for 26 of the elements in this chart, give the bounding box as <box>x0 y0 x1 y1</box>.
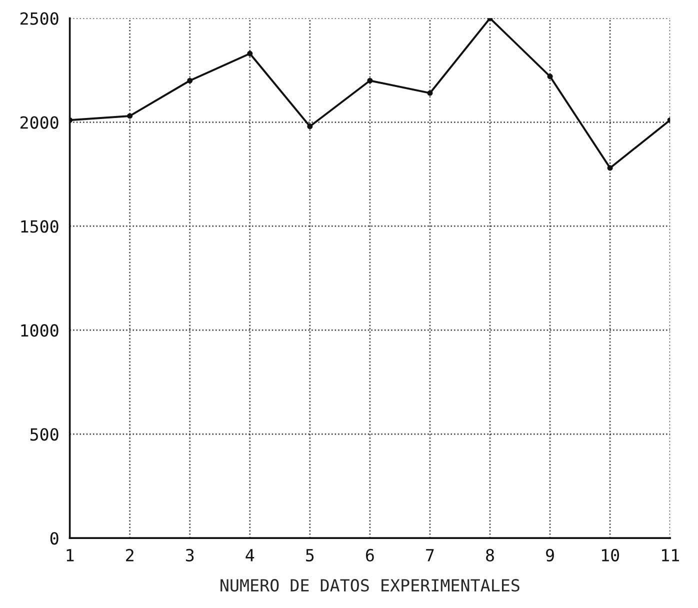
point <box>127 113 133 119</box>
x-tick-label: 5 <box>306 549 314 562</box>
y-tick-label: 0 <box>50 532 58 545</box>
point <box>607 165 613 171</box>
y-tick-label: 2500 <box>20 12 58 25</box>
x-tick-label: 2 <box>126 548 134 562</box>
x-tick-label: 6 <box>366 548 374 562</box>
x-tick-label: 9 <box>546 548 554 562</box>
point <box>427 90 433 96</box>
y-tick-label: 500 <box>30 428 58 441</box>
x-tick-label: 3 <box>186 548 194 562</box>
x-axis-title: NUMERO DE DATOS EXPERIMENTALES <box>220 578 520 592</box>
x-tick-label: 10 <box>602 548 620 562</box>
y-tick-label: 1500 <box>21 220 58 233</box>
point <box>247 50 253 56</box>
point <box>187 78 193 84</box>
point <box>367 78 373 84</box>
x-tick-label: 8 <box>486 548 494 562</box>
point <box>547 74 553 80</box>
point <box>307 124 313 130</box>
x-tick-label: 1 <box>66 549 74 562</box>
x-tick-label: 7 <box>426 549 434 562</box>
x-tick-label: 4 <box>246 549 254 562</box>
y-tick-label: 2000 <box>20 116 58 129</box>
x-tick-label: 11 <box>662 549 679 562</box>
y-tick-label: 1000 <box>21 324 58 337</box>
